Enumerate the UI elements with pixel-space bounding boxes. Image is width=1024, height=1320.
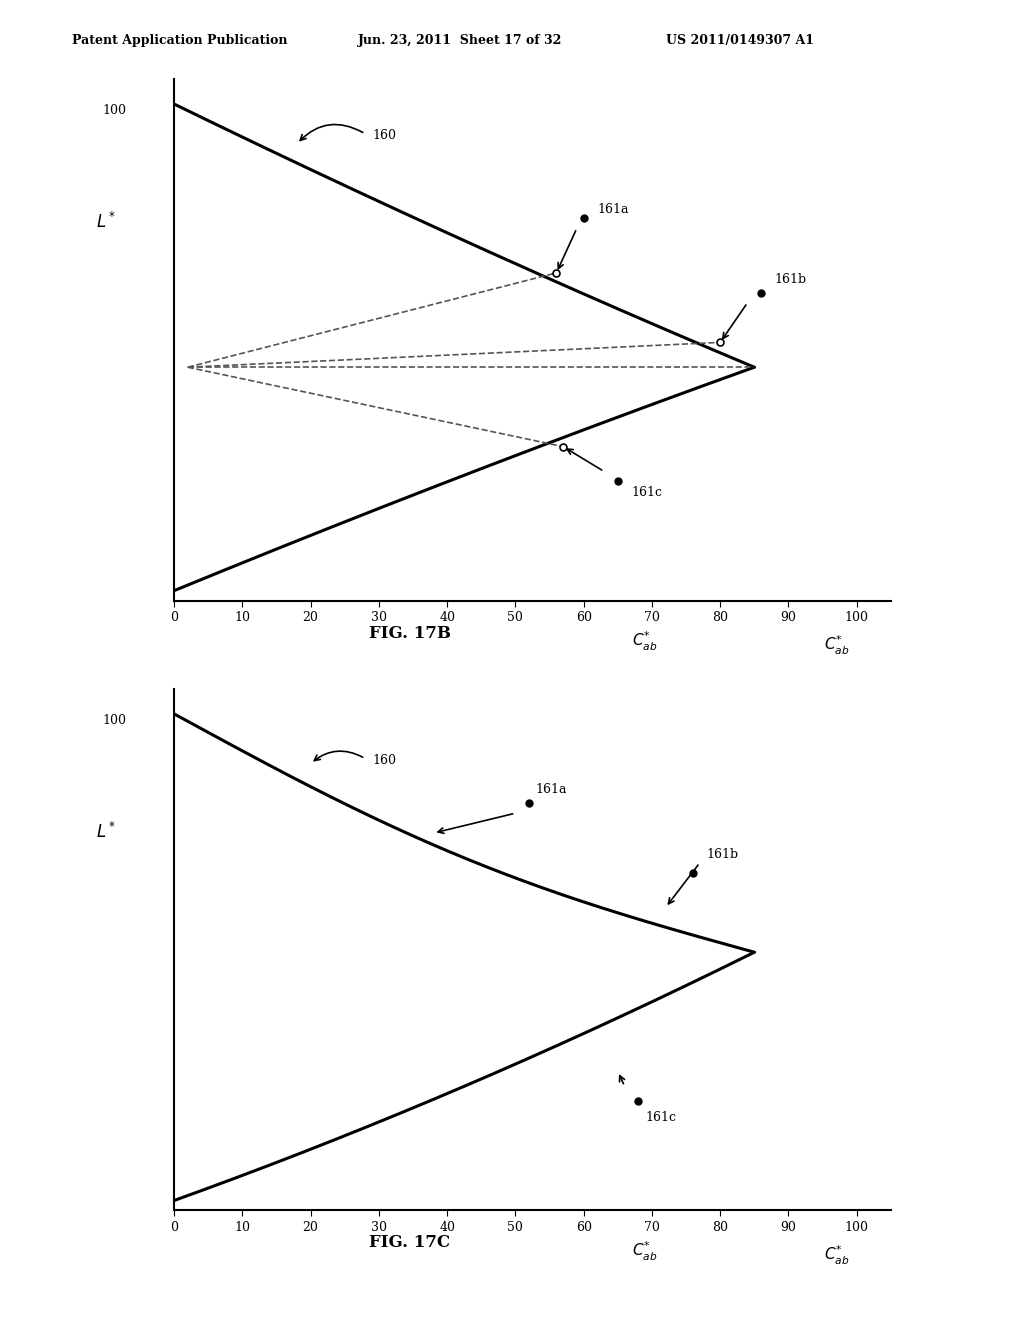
Text: US 2011/0149307 A1: US 2011/0149307 A1 (666, 34, 814, 48)
Text: $L^*$: $L^*$ (95, 213, 116, 232)
Text: FIG. 17C: FIG. 17C (369, 1234, 451, 1251)
Text: $L^*$: $L^*$ (95, 822, 116, 842)
Text: $C_{ab}^{*}$: $C_{ab}^{*}$ (823, 1243, 849, 1267)
Text: Jun. 23, 2011  Sheet 17 of 32: Jun. 23, 2011 Sheet 17 of 32 (358, 34, 563, 48)
Text: $C_{ab}^{*}$: $C_{ab}^{*}$ (633, 1239, 657, 1263)
Text: $C_{ab}^{*}$: $C_{ab}^{*}$ (823, 634, 849, 657)
Text: 161c: 161c (632, 486, 663, 499)
Text: 161c: 161c (645, 1111, 676, 1125)
Text: 160: 160 (372, 129, 396, 141)
Text: 161b: 161b (775, 273, 807, 286)
Text: 161b: 161b (707, 847, 738, 861)
Text: 100: 100 (102, 714, 126, 727)
Text: 161a: 161a (536, 783, 567, 796)
Text: FIG. 17B: FIG. 17B (369, 624, 451, 642)
Text: 100: 100 (102, 104, 126, 117)
Text: 161a: 161a (597, 203, 629, 216)
Text: Patent Application Publication: Patent Application Publication (72, 34, 287, 48)
Text: $C_{ab}^{*}$: $C_{ab}^{*}$ (633, 630, 657, 653)
Text: 160: 160 (372, 754, 396, 767)
